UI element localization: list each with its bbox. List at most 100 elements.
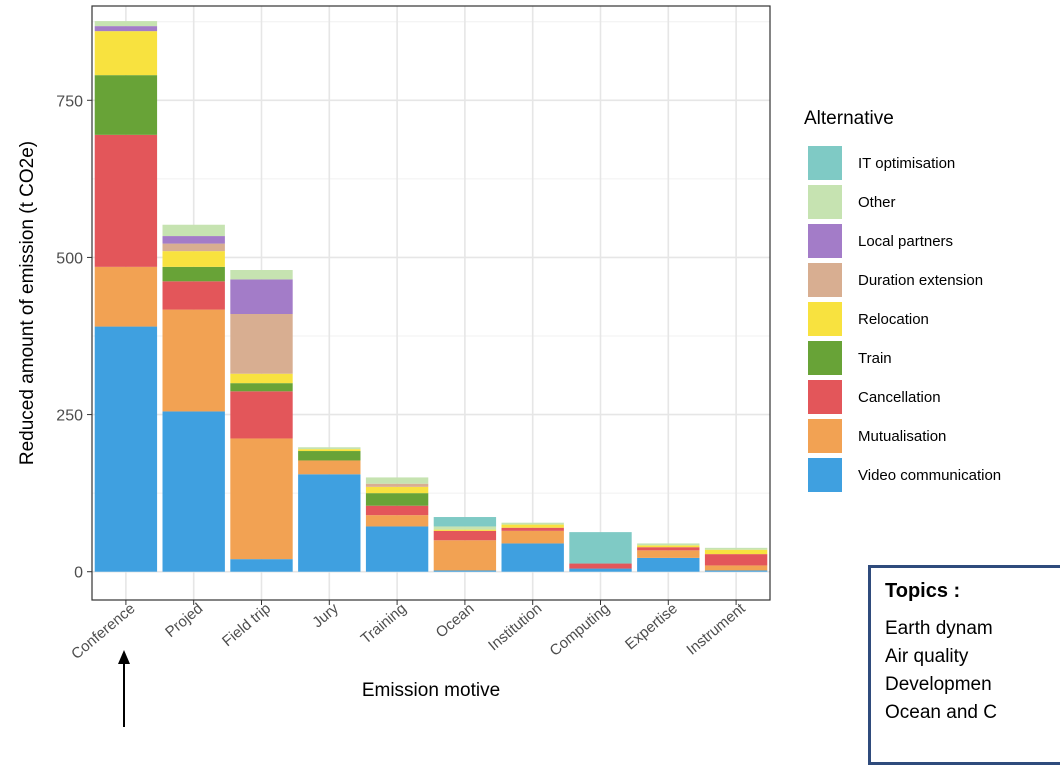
bar-segment [704, 549, 768, 555]
bar-segment [704, 554, 768, 566]
topic-item: Developmen [885, 674, 992, 695]
bar-segment [162, 251, 225, 267]
legend-swatch [808, 458, 842, 492]
legend-swatch [808, 263, 842, 297]
bar-segment [298, 451, 361, 461]
bar-segment [230, 438, 293, 560]
bar-segment [162, 281, 225, 310]
bar-segment [94, 326, 158, 572]
topic-item: Air quality [885, 646, 969, 667]
bar-segment [365, 486, 429, 494]
y-tick-label: 0 [74, 565, 83, 582]
bar-segment [433, 570, 497, 572]
x-tick-label: Training [358, 600, 410, 648]
bar-segment [230, 559, 293, 572]
bar-segment [433, 526, 497, 530]
x-tick-label: Institution [485, 600, 545, 654]
x-axis-title: Emission motive [362, 680, 500, 701]
bar-segment [94, 134, 158, 267]
bar-segment [230, 270, 293, 280]
bar-segment [501, 530, 564, 544]
arrow-head [118, 650, 130, 664]
bar-segment [365, 515, 429, 527]
y-axis-title: Reduced amount of emission (t CO2e) [17, 141, 38, 465]
bar-segment [94, 266, 158, 327]
chart: 0 250 500 750 Conference Projed Field trip Jur… [17, 5, 1001, 727]
bar-segment [433, 517, 497, 527]
bar-segment [162, 309, 225, 412]
topic-item: Ocean and C [885, 702, 997, 723]
bar-segment [298, 449, 361, 452]
legend-swatch [808, 146, 842, 180]
bar-segment [433, 530, 497, 541]
topics-box: Topics : Earth dynam Air quality Develop… [868, 565, 1060, 765]
x-axis-ticks: Conference Projed Field trip Jury Training Oc… [68, 600, 749, 663]
legend-title: Alternative [804, 108, 894, 129]
y-tick-label: 250 [56, 408, 83, 425]
bar-segment [637, 543, 700, 546]
bar-segment [365, 526, 429, 572]
bar-segment [433, 529, 497, 531]
legend-label: Other [858, 194, 896, 211]
bar-segment [162, 266, 225, 282]
bar-segment [569, 532, 632, 564]
legend-label: Cancellation [858, 389, 941, 406]
legend-label: Local partners [858, 233, 953, 250]
bar-segment [569, 568, 632, 572]
legend-label: Video communication [858, 467, 1001, 484]
bar-segment [230, 373, 293, 384]
x-tick-label: Jury [309, 600, 342, 632]
bar-segment [230, 279, 293, 314]
bars [94, 21, 768, 572]
legend-swatch [808, 224, 842, 258]
bar-segment [230, 383, 293, 392]
legend-swatch [808, 341, 842, 375]
bar-segment [162, 411, 225, 572]
bar-segment [162, 243, 225, 252]
bar-segment [230, 314, 293, 374]
bar-segment [94, 26, 158, 32]
bar-segment [298, 474, 361, 572]
bar-segment [569, 563, 632, 569]
x-tick-label: Conference [68, 600, 138, 663]
bar-segment [94, 31, 158, 76]
bar-segment [298, 460, 361, 475]
bar-segment [365, 493, 429, 506]
bar-segment [365, 477, 429, 484]
bar-segment [94, 75, 158, 135]
bar-segment [501, 543, 564, 572]
bar-segment [704, 565, 768, 571]
y-tick-label: 500 [56, 250, 83, 267]
topic-item: Earth dynam [885, 618, 993, 639]
legend-swatch [808, 380, 842, 414]
legend-label: Mutualisation [858, 428, 946, 445]
bar-segment [637, 545, 700, 548]
bar-segment [230, 391, 293, 439]
x-tick-label: Expertise [622, 600, 681, 653]
bar-segment [637, 547, 700, 551]
x-tick-label: Field trip [219, 600, 274, 650]
bar-segment [637, 557, 700, 572]
x-tick-label: Ocean [433, 600, 478, 641]
bar-segment [501, 527, 564, 531]
x-tick-label: Instrument [683, 600, 749, 659]
x-tick-label: Computing [547, 600, 614, 660]
bar-segment [637, 550, 700, 558]
bar-segment [704, 547, 768, 550]
legend: IT optimisation Other Local partners Durati… [808, 146, 1001, 492]
up-arrow-icon [118, 650, 130, 727]
x-tick-label: Projed [162, 600, 206, 641]
legend-swatch [808, 419, 842, 453]
bar-segment [162, 236, 225, 244]
bar-segment [94, 21, 158, 27]
bar-segment [162, 224, 225, 237]
legend-swatch [808, 185, 842, 219]
topics-title: Topics : [885, 580, 961, 602]
legend-swatch [808, 302, 842, 336]
plot-border [91, 5, 771, 601]
bar-segment [298, 447, 361, 450]
bar-segment [501, 524, 564, 528]
bar-segment [704, 570, 768, 572]
y-tick-label: 750 [56, 93, 83, 110]
legend-label: Relocation [858, 311, 929, 328]
